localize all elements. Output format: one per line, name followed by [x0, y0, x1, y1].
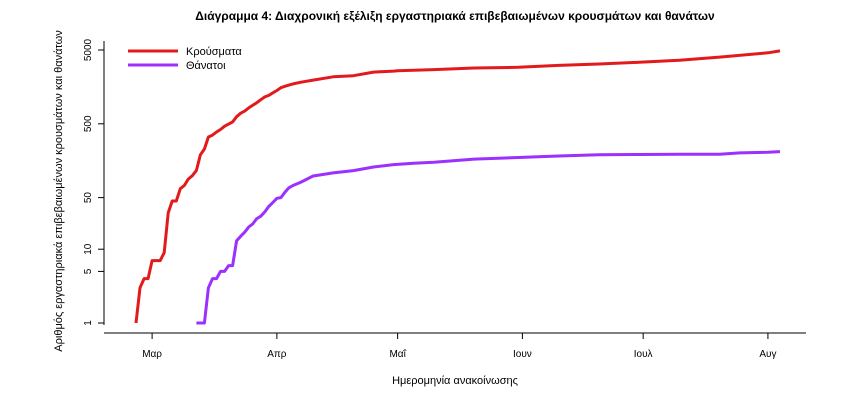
axes	[103, 41, 806, 334]
series-line-cases	[134, 49, 781, 324]
legend-label: Κρούσματα	[186, 46, 242, 58]
x-axis-ticks: Μαρ Απρ Μαΐ Ιουν Ιουλ Αυγ	[142, 333, 776, 360]
y-tick-label: 500	[83, 115, 94, 132]
y-tick-label: 5000	[83, 38, 94, 61]
legend-label: Θάνατοι	[186, 60, 226, 72]
y-tick-label: 10	[83, 243, 94, 255]
x-axis-label: Ημερομηνία ανακοίνωσης	[392, 375, 518, 387]
y-axis-label: Αριθμός εργαστηριακά επιβεβαιωμένων κρου…	[53, 30, 65, 352]
series-line-deaths	[196, 150, 781, 325]
chart-title: Διάγραμμα 4: Διαχρονική εξέλιξη εργαστηρ…	[195, 9, 715, 23]
y-tick-label: 50	[83, 192, 94, 204]
y-tick-label: 5	[83, 268, 94, 274]
x-tick-label: Μαΐ	[389, 348, 406, 360]
x-tick-label: Ιουν	[513, 349, 532, 360]
x-tick-label: Απρ	[267, 349, 287, 360]
x-tick-label: Αυγ	[759, 349, 776, 360]
y-axis-ticks: 1 5 10 50 500 5000	[83, 38, 104, 326]
y-tick-label: 1	[83, 320, 94, 326]
x-tick-label: Ιουλ	[634, 349, 653, 360]
legend: Κρούσματα Θάνατοι	[128, 46, 242, 72]
series-layer	[134, 49, 781, 325]
x-tick-label: Μαρ	[142, 349, 162, 360]
